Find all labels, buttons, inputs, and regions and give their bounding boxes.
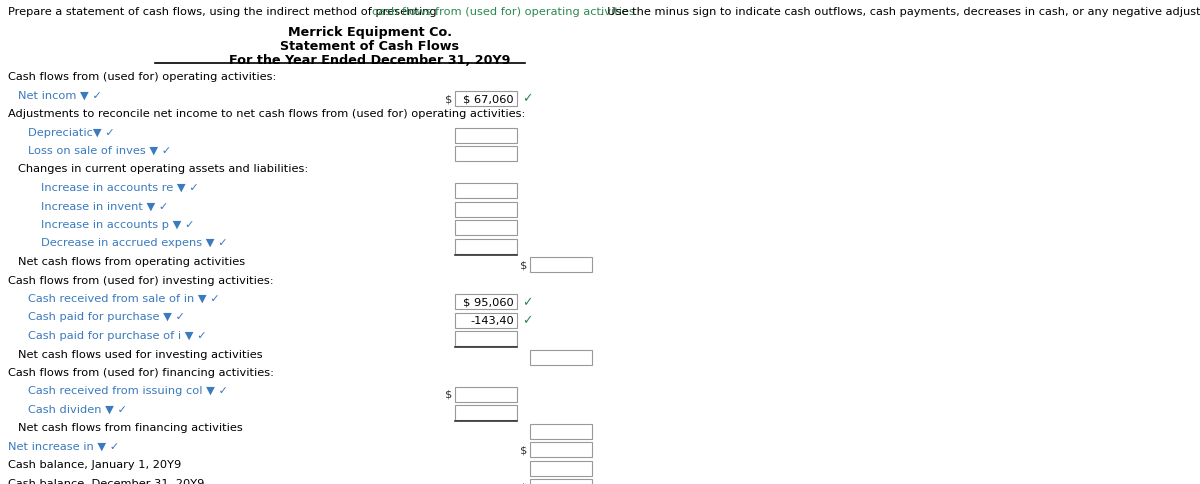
- Text: -143,40: -143,40: [470, 316, 514, 325]
- Text: ✓: ✓: [522, 314, 533, 327]
- Text: $: $: [520, 482, 527, 484]
- Text: $: $: [445, 94, 452, 104]
- Text: Cash balance, January 1, 20Y9: Cash balance, January 1, 20Y9: [8, 459, 181, 469]
- Text: For the Year Ended December 31, 20Y9: For the Year Ended December 31, 20Y9: [229, 54, 511, 67]
- Bar: [455, 387, 517, 402]
- Text: Cash flows from (used for) investing activities:: Cash flows from (used for) investing act…: [8, 275, 274, 285]
- Bar: [530, 257, 592, 272]
- Bar: [455, 128, 517, 143]
- Text: Increase in invent ▼ ✓: Increase in invent ▼ ✓: [41, 201, 168, 211]
- Text: . Use the minus sign to indicate cash outflows, cash payments, decreases in cash: . Use the minus sign to indicate cash ou…: [600, 7, 1200, 17]
- Bar: [530, 350, 592, 365]
- Text: Cash paid for purchase of i ▼ ✓: Cash paid for purchase of i ▼ ✓: [28, 330, 206, 340]
- Text: Net increase in ▼ ✓: Net increase in ▼ ✓: [8, 441, 119, 451]
- Text: Cash dividen ▼ ✓: Cash dividen ▼ ✓: [28, 404, 127, 414]
- Text: Net incom ▼ ✓: Net incom ▼ ✓: [18, 91, 102, 100]
- Bar: [530, 461, 592, 475]
- Text: Net cash flows from financing activities: Net cash flows from financing activities: [18, 423, 242, 433]
- Bar: [455, 91, 517, 106]
- Text: Depreciatic▼ ✓: Depreciatic▼ ✓: [28, 127, 115, 137]
- Text: $: $: [445, 389, 452, 399]
- Bar: [530, 424, 592, 439]
- Text: Cash received from sale of in ▼ ✓: Cash received from sale of in ▼ ✓: [28, 293, 220, 303]
- Text: Cash flows from (used for) financing activities:: Cash flows from (used for) financing act…: [8, 367, 274, 377]
- Text: Cash balance, December 31, 20Y9: Cash balance, December 31, 20Y9: [8, 478, 204, 484]
- Text: Changes in current operating assets and liabilities:: Changes in current operating assets and …: [18, 164, 308, 174]
- Text: Cash flows from (used for) operating activities:: Cash flows from (used for) operating act…: [8, 72, 276, 82]
- Text: Adjustments to reconcile net income to net cash flows from (used for) operating : Adjustments to reconcile net income to n…: [8, 109, 526, 119]
- Bar: [455, 239, 517, 254]
- Bar: [455, 221, 517, 236]
- Text: Merrick Equipment Co.: Merrick Equipment Co.: [288, 26, 452, 39]
- Text: Statement of Cash Flows: Statement of Cash Flows: [281, 40, 460, 53]
- Text: ✓: ✓: [522, 92, 533, 106]
- Text: Loss on sale of inves ▼ ✓: Loss on sale of inves ▼ ✓: [28, 146, 172, 156]
- Bar: [455, 405, 517, 420]
- Bar: [455, 313, 517, 328]
- Bar: [530, 479, 592, 484]
- Text: Net cash flows from operating activities: Net cash flows from operating activities: [18, 257, 245, 267]
- Bar: [455, 147, 517, 162]
- Bar: [455, 202, 517, 217]
- Text: Prepare a statement of cash flows, using the indirect method of presenting: Prepare a statement of cash flows, using…: [8, 7, 440, 17]
- Text: Cash received from issuing col ▼ ✓: Cash received from issuing col ▼ ✓: [28, 386, 228, 396]
- Text: cash flows from (used for) operating activities: cash flows from (used for) operating act…: [372, 7, 635, 17]
- Text: ✓: ✓: [522, 295, 533, 308]
- Bar: [455, 183, 517, 198]
- Text: Increase in accounts p ▼ ✓: Increase in accounts p ▼ ✓: [41, 220, 194, 229]
- Text: Decrease in accrued expens ▼ ✓: Decrease in accrued expens ▼ ✓: [41, 238, 228, 248]
- Bar: [455, 294, 517, 309]
- Bar: [530, 442, 592, 457]
- Text: Net cash flows used for investing activities: Net cash flows used for investing activi…: [18, 349, 263, 359]
- Bar: [455, 332, 517, 346]
- Text: $: $: [520, 445, 527, 454]
- Text: $ 95,060: $ 95,060: [463, 297, 514, 307]
- Text: $: $: [520, 260, 527, 270]
- Text: $ 67,060: $ 67,060: [463, 94, 514, 104]
- Text: Cash paid for purchase ▼ ✓: Cash paid for purchase ▼ ✓: [28, 312, 185, 322]
- Text: Increase in accounts re ▼ ✓: Increase in accounts re ▼ ✓: [41, 182, 199, 193]
